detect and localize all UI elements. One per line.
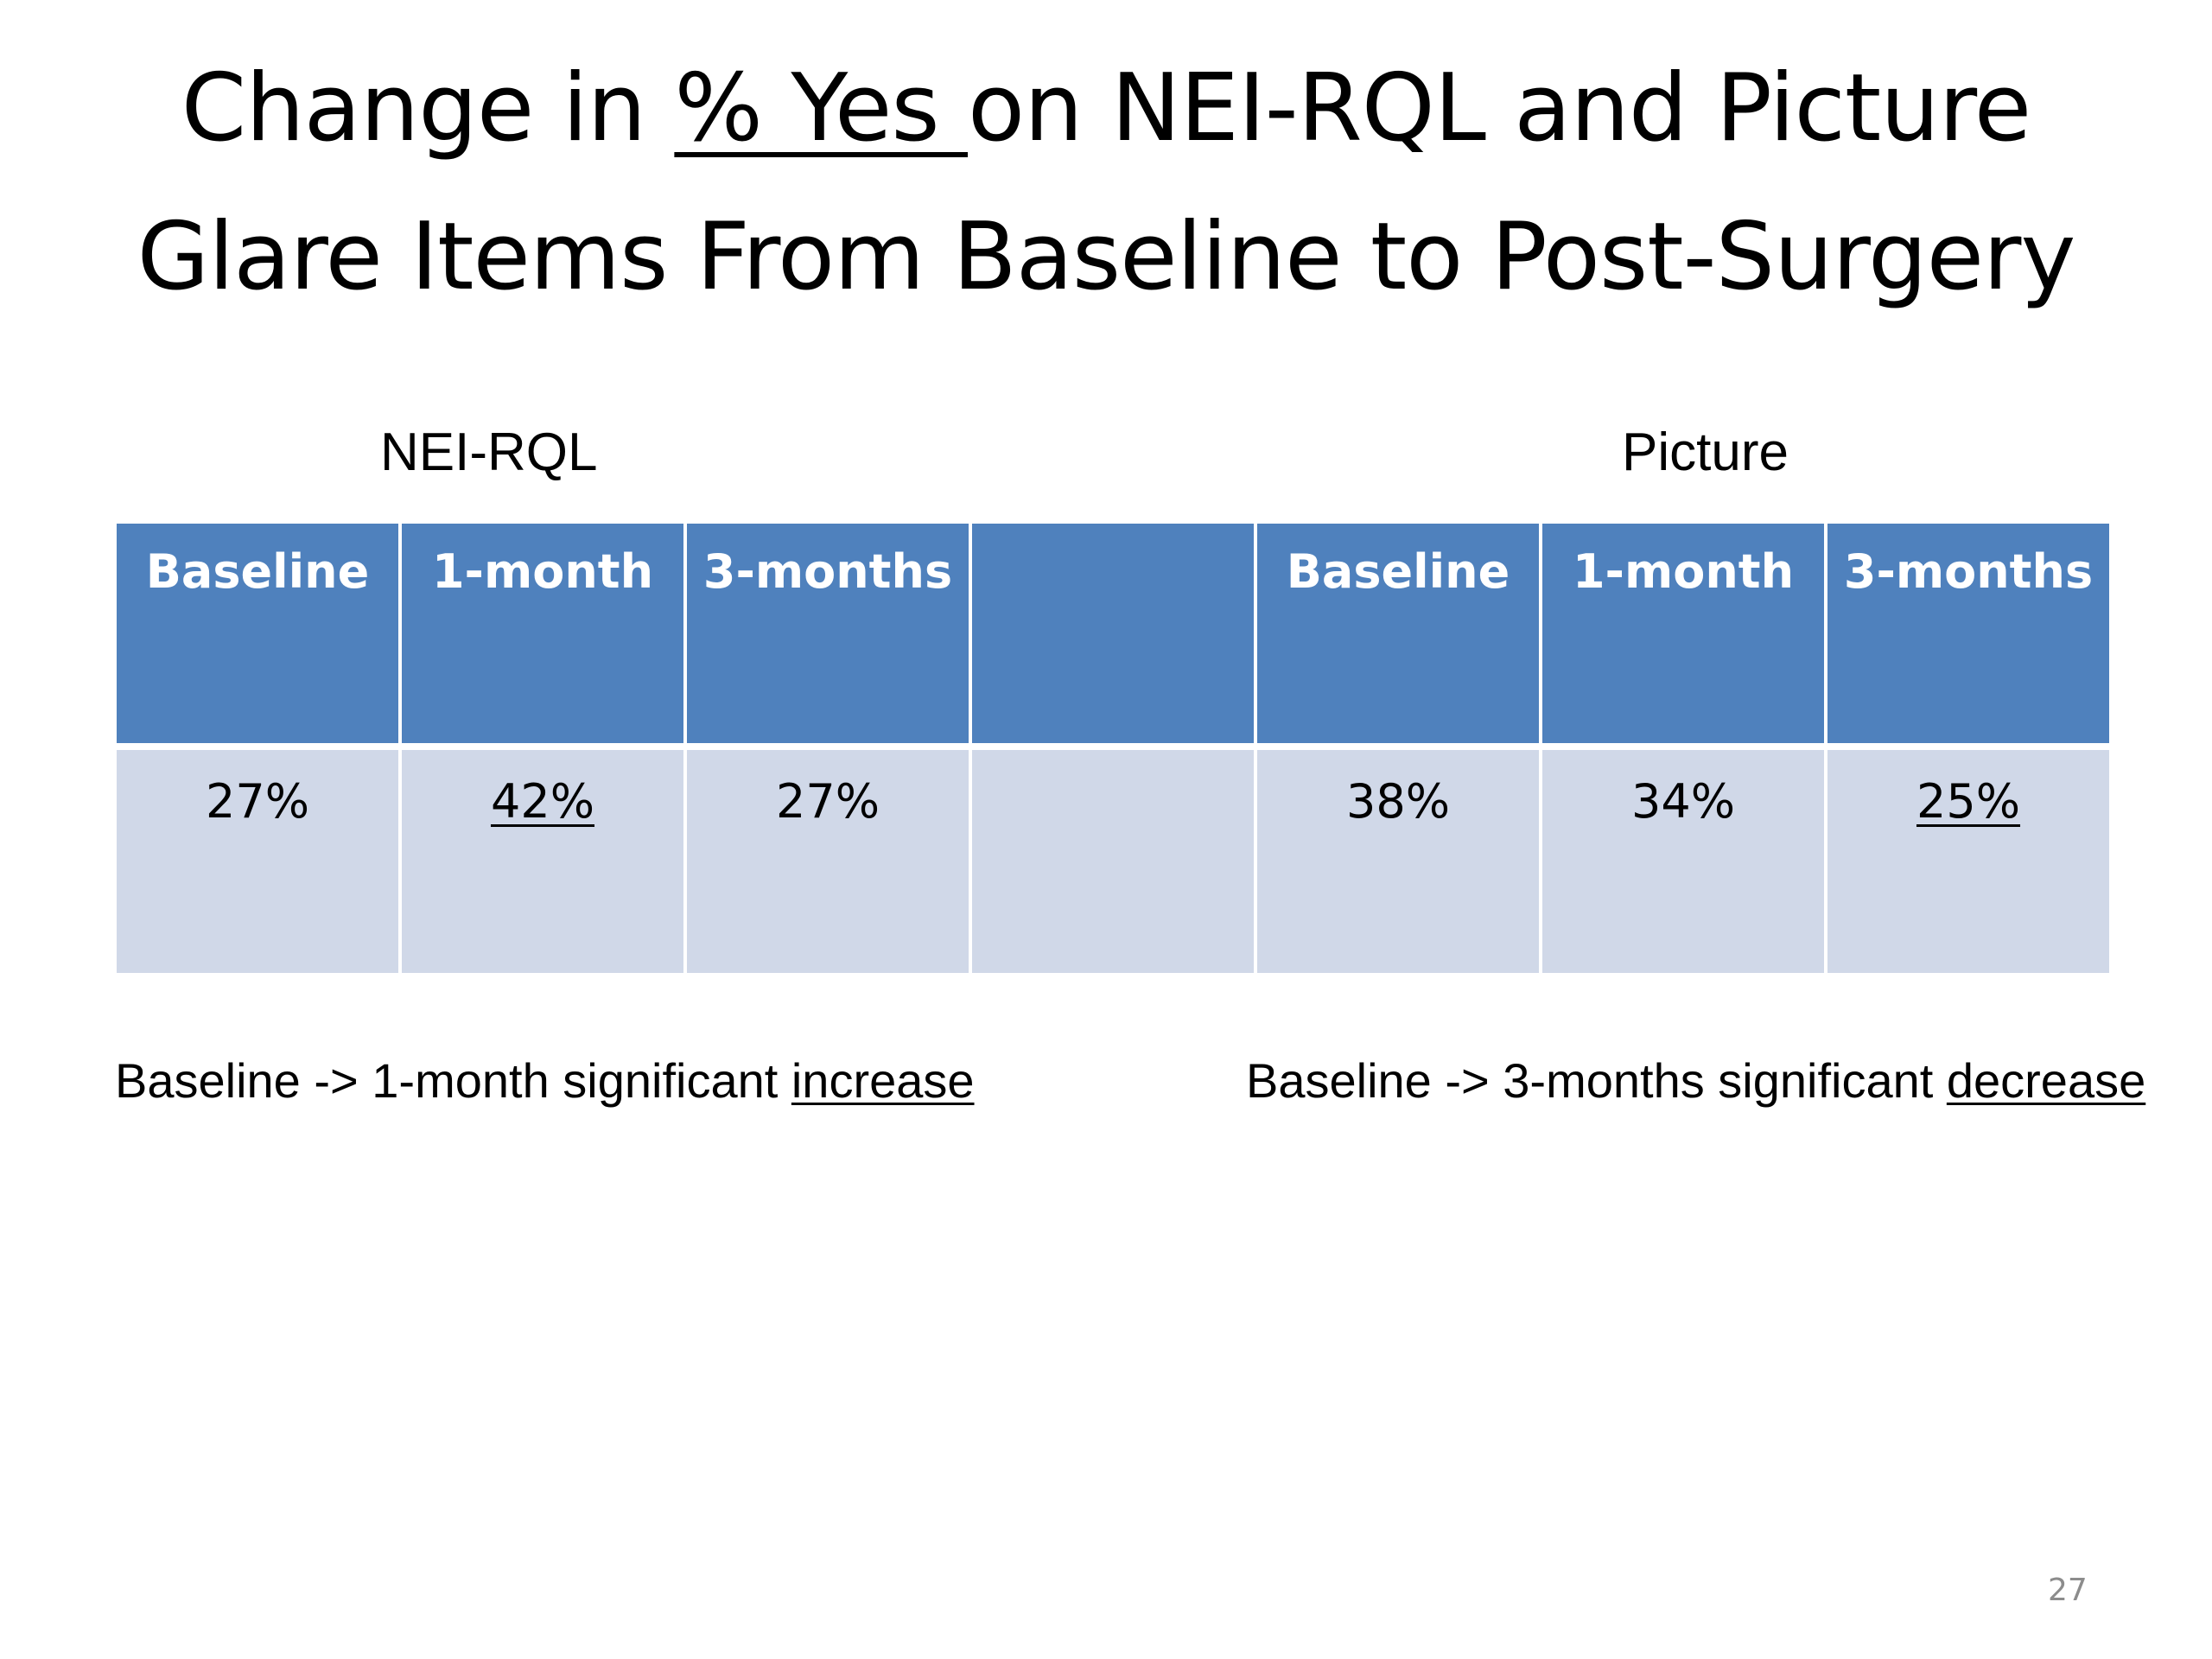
header-nei-3-months: 3-months (683, 520, 972, 750)
header-picture-1-month: 1-month (1539, 520, 1827, 750)
title-line-2: Glare Items From Baseline to Post-Surger… (137, 203, 2076, 311)
header-picture-3-months: 3-months (1824, 520, 2113, 750)
value-nei-1-month: 42% (490, 774, 595, 829)
slide-number: 27 (2048, 1573, 2088, 1608)
cell-picture-baseline: 38% (1254, 745, 1542, 976)
note-left-text: Baseline -> 1-month significant (115, 1053, 791, 1108)
cell-picture-1-month: 34% (1539, 745, 1827, 976)
title-underlined-text: % Yes (674, 54, 969, 162)
note-right-emphasis: decrease (1946, 1053, 2146, 1108)
table-row: 27% 42% 27% 38% 34% 25% (113, 745, 2113, 976)
group-label-picture: Picture (1622, 423, 1789, 482)
value-picture-1-month: 34% (1630, 774, 1736, 829)
cell-spacer (969, 745, 1257, 976)
title-line-1: Change in % Yes on NEI-RQL and Picture (0, 35, 2212, 183)
cell-picture-3-months: 25% (1824, 745, 2113, 976)
value-nei-baseline: 27% (205, 774, 310, 829)
header-nei-baseline: Baseline (113, 520, 402, 750)
note-nei-increase: Baseline -> 1-month significant increase (115, 1052, 975, 1109)
cell-nei-baseline: 27% (113, 745, 402, 976)
cell-nei-3-months: 27% (683, 745, 972, 976)
header-spacer (969, 520, 1257, 750)
value-picture-3-months: 25% (1916, 774, 2021, 829)
table-header-row: Baseline 1-month 3-months Baseline 1-mon… (113, 520, 2113, 750)
header-picture-baseline: Baseline (1254, 520, 1542, 750)
value-nei-3-months: 27% (775, 774, 880, 829)
note-picture-decrease: Baseline -> 3-months significant decreas… (1246, 1052, 2145, 1109)
cell-nei-1-month: 42% (398, 745, 687, 976)
slide-title: Change in % Yes on NEI-RQL and Picture G… (0, 35, 2212, 332)
note-left-emphasis: increase (791, 1053, 975, 1108)
title-part-1: Change in (181, 54, 675, 162)
note-right-text: Baseline -> 3-months significant (1246, 1053, 1947, 1108)
value-picture-baseline: 38% (1345, 774, 1451, 829)
results-table: Baseline 1-month 3-months Baseline 1-mon… (113, 520, 2113, 976)
group-label-nei-rql: NEI-RQL (380, 423, 598, 482)
header-nei-1-month: 1-month (398, 520, 687, 750)
title-part-2: on NEI-RQL and Picture (968, 54, 2031, 162)
